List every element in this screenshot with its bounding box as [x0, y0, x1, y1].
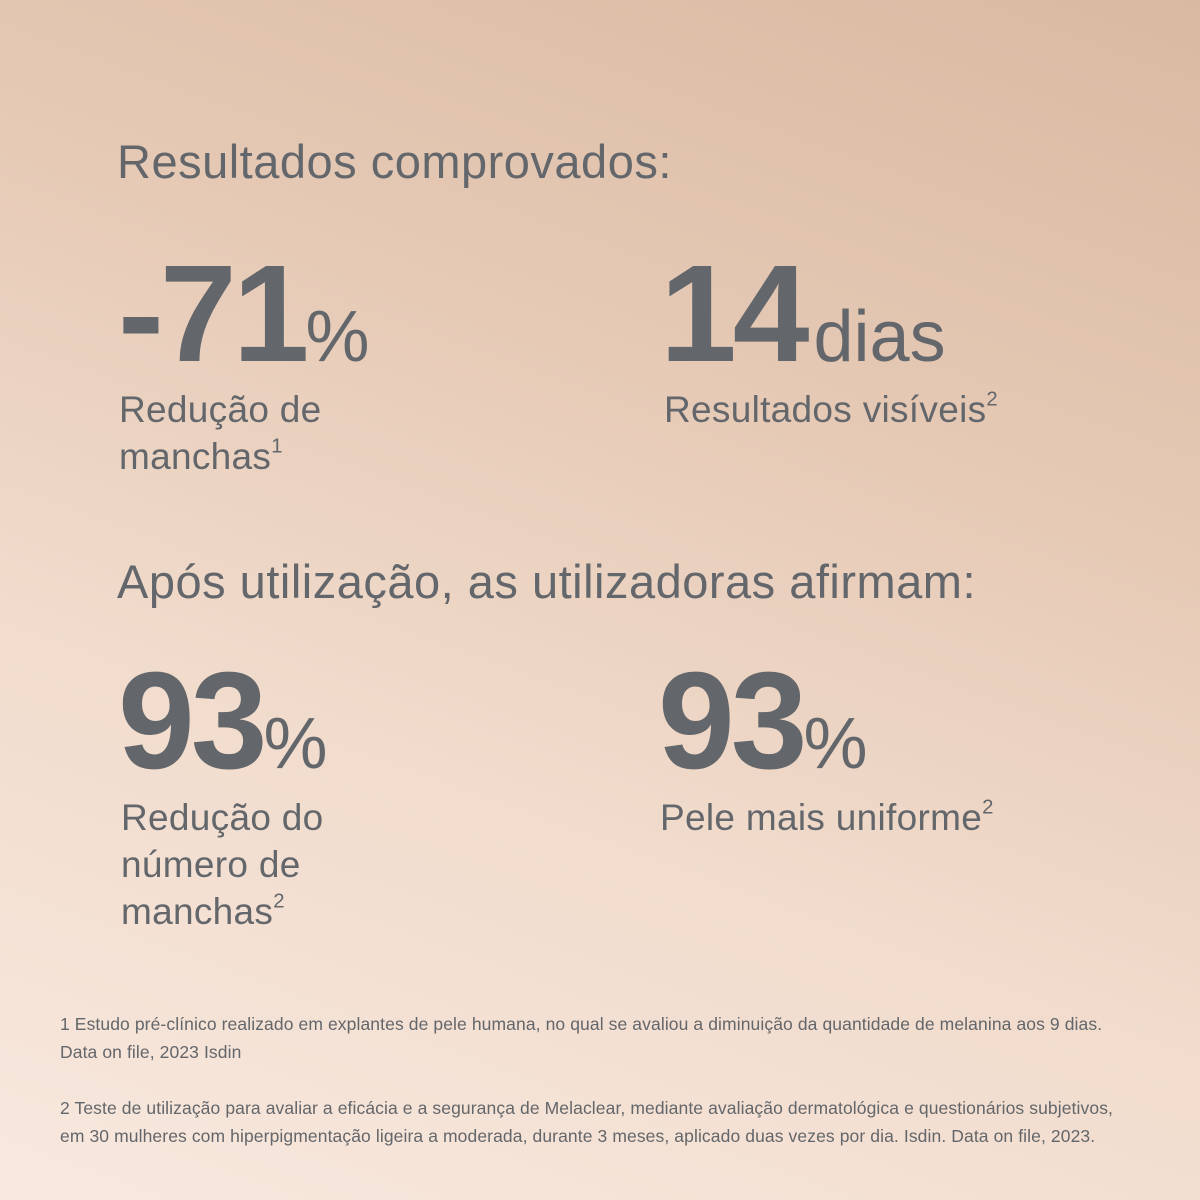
stat-number: 93	[658, 644, 807, 798]
stat-label: Redução do número de manchas	[121, 797, 324, 932]
section-heading-users: Após utilização, as utilizadoras afirmam…	[117, 555, 977, 608]
stat-label: Pele mais uniforme	[660, 797, 983, 838]
stat-number: -71	[118, 237, 309, 391]
footnote-2: 2 Teste de utilização para avaliar a efi…	[60, 1098, 1113, 1146]
footnote-ref: 2	[273, 890, 285, 913]
stat-unit: %	[305, 297, 370, 377]
stat-value-spot-count: 93%	[118, 652, 328, 790]
stat-value-visible-results: 14 dias	[660, 245, 946, 383]
stat-label: Redução de manchas	[119, 389, 322, 477]
stat-label: Resultados visíveis	[664, 389, 987, 430]
stat-label-spot-count: Redução do número de manchas2	[121, 794, 391, 935]
footnote-ref: 2	[986, 388, 999, 411]
footnote-1: 1 Estudo pré-clínico realizado em explan…	[60, 1014, 1103, 1062]
stat-number: 14	[660, 237, 809, 391]
section-heading-results: Resultados comprovados:	[117, 135, 672, 188]
stat-unit: %	[263, 704, 328, 784]
stat-label-spot-reduction: Redução de manchas1	[119, 386, 419, 480]
footnote-ref: 1	[271, 435, 283, 458]
stat-value-uniform-skin: 93%	[658, 652, 868, 790]
stat-unit: dias	[813, 297, 946, 377]
stat-number: 93	[118, 644, 267, 798]
stat-unit: %	[803, 704, 868, 784]
stat-label-visible-results: Resultados visíveis2	[664, 386, 998, 433]
footnote-ref: 2	[982, 796, 994, 819]
stat-label-uniform-skin: Pele mais uniforme2	[660, 794, 994, 841]
stat-value-spot-reduction: -71%	[118, 245, 369, 383]
